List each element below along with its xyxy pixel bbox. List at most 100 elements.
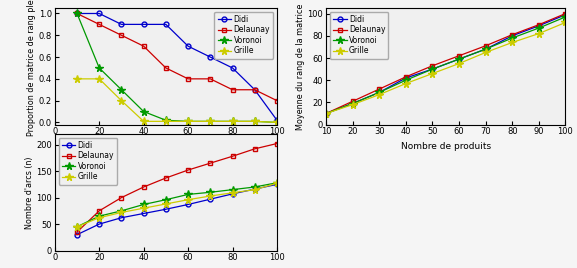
Grille [349,103,356,106]
Didi [207,198,213,201]
Delaunay [251,147,258,150]
Didi [562,13,569,16]
Grille [273,121,280,124]
Line: Didi: Didi [324,12,568,116]
Voronoi [229,120,236,123]
Voronoi [207,191,213,194]
Voronoi [562,15,569,18]
Voronoi [96,66,103,70]
Voronoi [349,102,356,105]
Line: Grille: Grille [73,75,281,126]
Line: Didi: Didi [74,11,279,123]
Delaunay [273,99,280,102]
Voronoi [229,188,236,191]
Delaunay [140,185,147,189]
Delaunay [509,33,516,36]
Didi [456,58,463,61]
Didi [273,119,280,122]
Grille [229,191,236,194]
Grille [163,202,170,206]
Delaunay [73,12,80,15]
Grille [207,120,213,123]
Legend: Didi, Delaunay, Voronoi, Grille: Didi, Delaunay, Voronoi, Grille [59,138,117,184]
Grille [251,120,258,123]
Y-axis label: Moyenne du rang de la matrice: Moyenne du rang de la matrice [295,3,305,129]
Delaunay [73,230,80,234]
Voronoi [118,88,125,91]
Voronoi [251,120,258,123]
Didi [73,12,80,15]
Voronoi [140,110,147,113]
Delaunay [163,66,170,70]
Voronoi [73,225,80,228]
Grille [402,82,409,85]
Didi [429,68,436,71]
Grille [562,21,569,24]
Voronoi [140,203,147,206]
Voronoi [73,12,80,15]
Grille [456,62,463,65]
Delaunay [229,88,236,91]
Grille [163,120,170,123]
Delaunay [482,44,489,47]
Delaunay [96,23,103,26]
Line: Grille: Grille [322,19,569,117]
Grille [273,182,280,185]
Delaunay [376,87,383,91]
Delaunay [349,100,356,103]
Delaunay [118,34,125,37]
Grille [207,194,213,198]
Voronoi [273,121,280,124]
Didi [229,192,236,195]
X-axis label: Nombre de produits: Nombre de produits [121,142,211,151]
Delaunay [185,77,192,80]
Y-axis label: Nombre d'arcs (n): Nombre d'arcs (n) [24,156,33,229]
Grille [73,225,80,228]
Voronoi [185,193,192,196]
Didi [207,55,213,59]
Voronoi [207,120,213,123]
Grille [185,198,192,201]
Didi [251,188,258,191]
Didi [73,233,80,236]
Voronoi [273,181,280,184]
Voronoi [163,198,170,201]
Voronoi [185,120,192,123]
Grille [73,77,80,80]
Voronoi [323,112,329,115]
Delaunay [163,176,170,180]
Didi [482,47,489,51]
Didi [118,216,125,219]
Didi [509,34,516,38]
Legend: Didi, Delaunay, Voronoi, Grille: Didi, Delaunay, Voronoi, Grille [330,12,388,58]
Voronoi [251,185,258,189]
Y-axis label: Proportion de matrice de rang plei: Proportion de matrice de rang plei [27,0,36,136]
Delaunay [140,44,147,48]
Didi [323,112,329,115]
Voronoi [456,58,463,61]
Grille [185,120,192,123]
Didi [163,208,170,211]
Delaunay [96,209,103,213]
Grille [118,99,125,102]
Voronoi [118,209,125,213]
Grille [429,72,436,75]
Grille [96,77,103,80]
Didi [535,24,542,27]
Didi [163,23,170,26]
Grille [482,51,489,54]
Grille [509,41,516,44]
Delaunay [207,162,213,165]
Delaunay [456,54,463,57]
Didi [185,44,192,48]
Voronoi [163,119,170,122]
Didi [402,76,409,80]
Line: Delaunay: Delaunay [74,11,279,103]
Didi [185,203,192,206]
Grille [118,211,125,214]
Voronoi [535,27,542,30]
Delaunay [251,88,258,91]
Didi [376,91,383,94]
Line: Didi: Didi [74,182,279,237]
Line: Voronoi: Voronoi [322,13,569,117]
